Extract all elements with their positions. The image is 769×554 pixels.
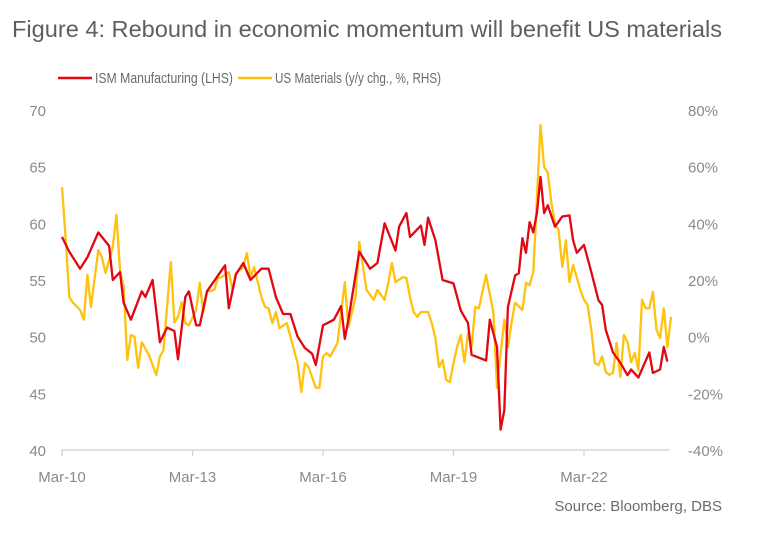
source-note: Source: Bloomberg, DBS [554,498,722,515]
y-left-tick-label: 60 [29,216,46,233]
legend: ISM Manufacturing (LHS) US Materials (y/… [58,70,441,87]
plot-area [60,123,673,431]
legend-label-materials: US Materials (y/y chg., %, RHS) [275,70,441,87]
series-line-us-materials [60,123,673,394]
y-axis-right: -40% -20% 0% 20% 40% 60% 80% [688,103,723,460]
y-left-tick-label: 50 [29,330,46,347]
y-right-tick-label: -40% [688,443,723,460]
x-tick-label: Mar-13 [169,469,217,486]
series-line-ism-manufacturing [60,175,669,431]
y-right-tick-label: 20% [688,273,718,290]
legend-label-ism: ISM Manufacturing (LHS) [95,70,233,87]
x-tick-label: Mar-16 [299,469,347,486]
y-right-tick-label: 80% [688,103,718,120]
x-tick-label: Mar-22 [560,469,608,486]
y-right-tick-label: -20% [688,386,723,403]
y-left-tick-label: 70 [29,103,46,120]
y-left-tick-label: 45 [29,386,46,403]
y-right-tick-label: 40% [688,216,718,233]
x-axis: Mar-10 Mar-13 Mar-16 Mar-19 Mar-22 [38,450,608,486]
chart-title: Figure 4: Rebound in economic momentum w… [12,16,722,42]
y-left-tick-label: 65 [29,160,46,177]
x-tick-label: Mar-10 [38,469,86,486]
y-right-tick-label: 60% [688,160,718,177]
y-axis-left: 40 45 50 55 60 65 70 [29,103,46,460]
y-right-tick-label: 0% [688,330,710,347]
x-tick-label: Mar-19 [430,469,478,486]
y-left-tick-label: 55 [29,273,46,290]
y-left-tick-label: 40 [29,443,46,460]
